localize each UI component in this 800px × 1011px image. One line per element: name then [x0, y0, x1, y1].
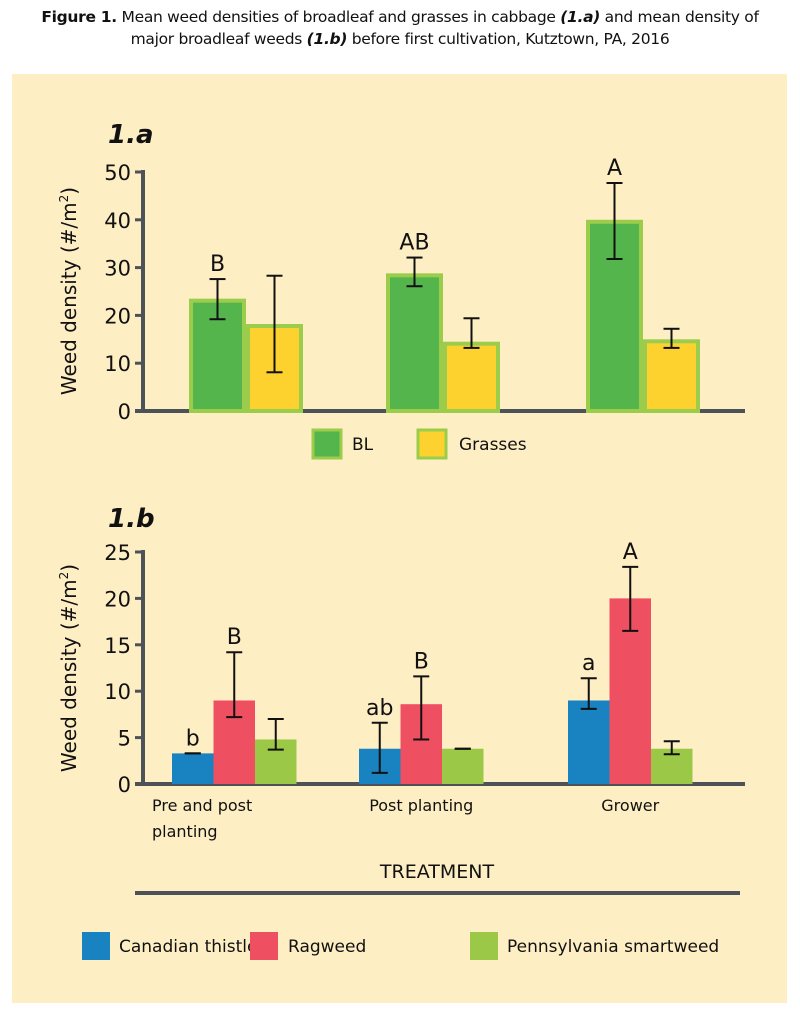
bar-grasses [443, 341, 500, 413]
y-tick-label: 30 [104, 257, 131, 281]
x-axis-title: TREATMENT [379, 861, 495, 883]
y-tick-label: 25 [104, 541, 131, 565]
legend-label: Grasses [459, 435, 527, 455]
bar-bl [386, 273, 443, 413]
legend-label: Ragweed [288, 937, 366, 957]
y-axis-label-end: ) [57, 187, 81, 195]
legend-swatch [311, 428, 343, 460]
significance-letter: AB [399, 231, 429, 256]
legend-swatch [470, 932, 498, 960]
x-category-label: Pre and post [152, 796, 252, 815]
significance-letter: A [607, 156, 622, 181]
legend-label: Pennsylvania smartweed [507, 937, 719, 957]
bar-pennsylvania-smartweed [442, 748, 484, 784]
y-axis-label-superscript: 2 [57, 195, 71, 203]
x-category-label: Post planting [369, 796, 473, 815]
legend-label: Canadian thistle [119, 937, 257, 957]
legend-swatch [416, 428, 448, 460]
caption-line-2: major broadleaf weeds (1.b) before first… [130, 30, 670, 48]
y-axis-label: Weed density (#/m2) [57, 564, 81, 772]
significance-letter: B [210, 252, 225, 277]
chart-1b: 1.b 0 5 10 15 20 25 Weed density (#/m2) b B Pre an… [57, 504, 745, 960]
legend-swatch [82, 932, 110, 960]
y-axis-label-superscript: 2 [57, 572, 71, 580]
y-tick-label: 10 [104, 680, 131, 704]
y-tick-label: 20 [104, 587, 131, 611]
y-tick-label: 5 [118, 727, 131, 751]
figure-label: Figure 1. [41, 8, 117, 26]
y-tick-label: 0 [118, 773, 131, 797]
bar-bl [189, 298, 246, 414]
legend: Canadian thistle Ragweed Pennsylvania smar… [82, 932, 719, 960]
caption-line-1: Figure 1. Mean weed densities of broadle… [41, 8, 759, 26]
bar-grasses [643, 339, 700, 413]
y-tick-label: 10 [104, 352, 131, 376]
y-axis-label-main: Weed density (#/m [57, 579, 81, 772]
y-axis-label-end: ) [57, 564, 81, 572]
x-category-label: Grower [601, 796, 659, 815]
y-tick-label: 20 [104, 304, 131, 328]
y-axis-label-main: Weed density (#/m [57, 202, 81, 395]
panel-label: 1.b [108, 504, 155, 534]
significance-letter: A [623, 540, 638, 565]
legend-label: BL [352, 435, 374, 455]
significance-letter: a [582, 651, 595, 676]
y-tick-label: 15 [104, 634, 131, 658]
legend-swatch [250, 932, 278, 960]
bar-canadian-thistle [568, 700, 610, 784]
bar-canadian-thistle [172, 753, 214, 784]
significance-letter: B [227, 625, 242, 650]
significance-letter: B [414, 649, 429, 674]
legend: BL Grasses [311, 428, 527, 460]
significance-letter: b [186, 726, 200, 751]
figure-caption: Figure 1. Mean weed densities of broadle… [0, 6, 800, 50]
y-tick-label: 40 [104, 209, 131, 233]
y-axis-label: Weed density (#/m2) [57, 187, 81, 395]
significance-letter: ab [366, 696, 393, 721]
y-tick-label: 50 [104, 161, 131, 185]
y-tick-label: 0 [118, 400, 131, 424]
panel-label: 1.a [108, 120, 154, 150]
chart-1a: 1.a 0 10 20 30 40 50 Weed density (#/m2) B AB A BL G… [57, 120, 745, 460]
x-category-label: planting [152, 822, 218, 841]
